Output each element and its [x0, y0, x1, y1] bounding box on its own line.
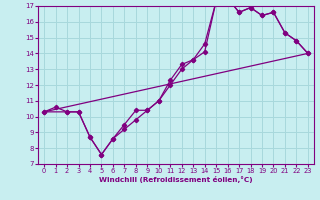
X-axis label: Windchill (Refroidissement éolien,°C): Windchill (Refroidissement éolien,°C)	[99, 176, 253, 183]
